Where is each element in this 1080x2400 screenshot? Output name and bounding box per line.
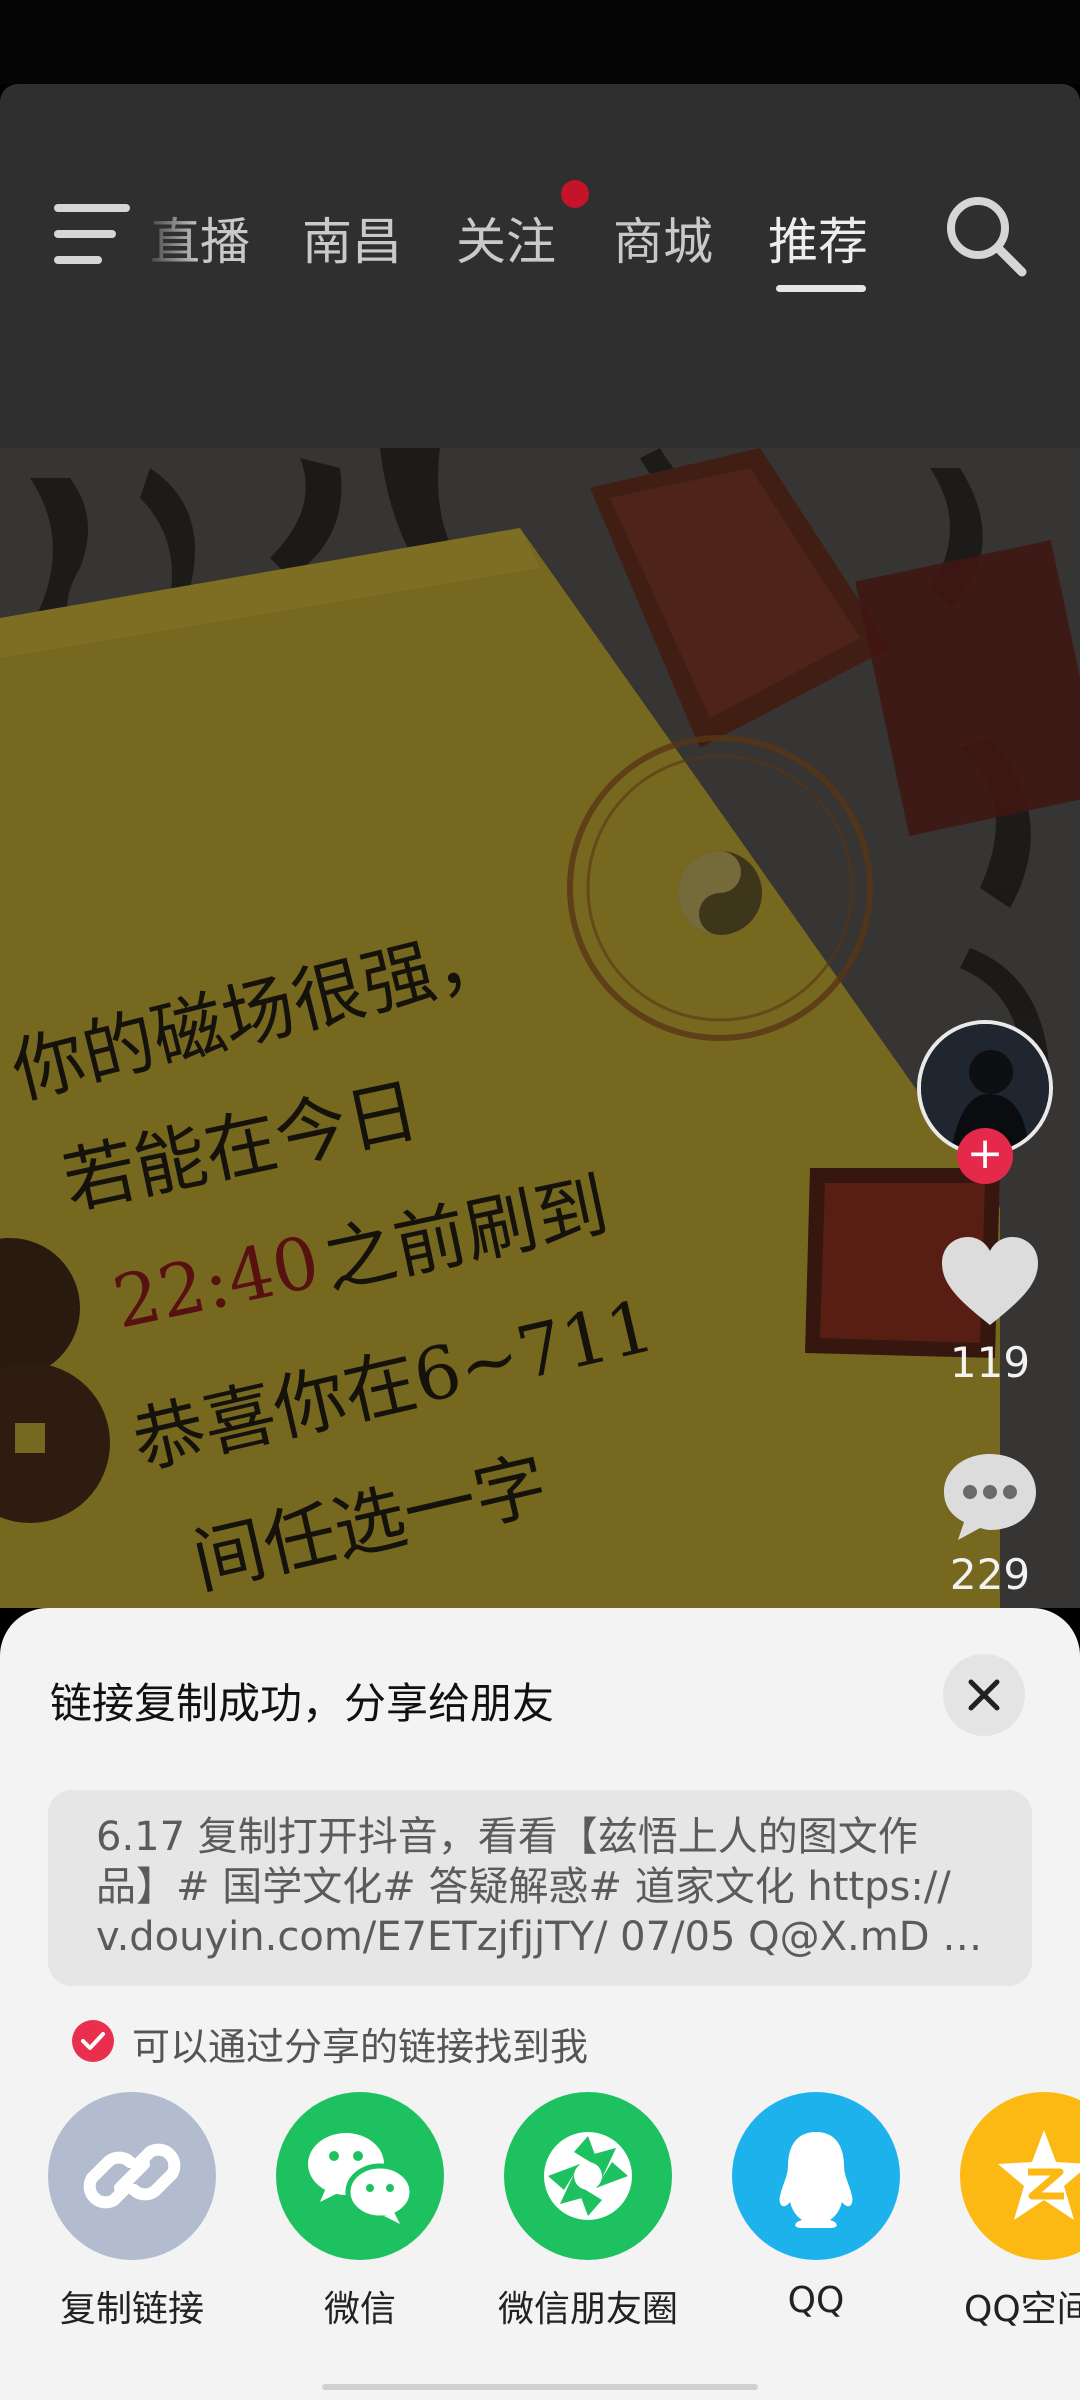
comment-bubble-icon[interactable] bbox=[940, 1450, 1040, 1542]
copy-link-button[interactable] bbox=[48, 2092, 216, 2260]
red-stamp-right bbox=[855, 540, 1080, 836]
share-label-wechat: 微信 bbox=[323, 2289, 396, 2330]
comment-count: 229 bbox=[949, 1550, 1031, 1599]
coins bbox=[0, 1238, 110, 1523]
qq-button[interactable] bbox=[732, 2092, 900, 2260]
share-link-line-1: 6.17 复制打开抖音，看看【兹悟上人的图文作 bbox=[96, 1814, 918, 1860]
round-stamp bbox=[567, 735, 873, 1041]
share-label-moments: 微信朋友圈 bbox=[497, 2289, 678, 2330]
moments-button[interactable] bbox=[504, 2092, 672, 2260]
check-icon bbox=[81, 2032, 105, 2050]
share-sheet-title: 链接复制成功，分享给朋友 bbox=[50, 1679, 555, 1728]
hamburger-menu-icon[interactable] bbox=[54, 204, 130, 264]
findable-label[interactable]: 可以通过分享的链接找到我 bbox=[132, 2025, 589, 2069]
post-image[interactable]: 你的磁场很强， 若能在今日 22:40 之前刷到 恭喜你在6~711 间任选一字 bbox=[0, 448, 1080, 1608]
status-bar bbox=[0, 0, 1080, 84]
author-avatar[interactable] bbox=[917, 1020, 1053, 1156]
active-tab-indicator bbox=[776, 285, 866, 292]
top-navigation: 直播 南昌 关注 商城 推荐 bbox=[0, 84, 1080, 448]
qzone-star-icon bbox=[998, 2130, 1080, 2220]
share-link-text-box[interactable]: 6.17 复制打开抖音，看看【兹悟上人的图文作 品】# 国学文化# 答疑解惑# … bbox=[48, 1790, 1032, 1986]
tab-following[interactable]: 关注 bbox=[456, 213, 556, 271]
follow-plus-button[interactable]: + bbox=[957, 1128, 1013, 1184]
close-button[interactable] bbox=[943, 1654, 1025, 1736]
share-link-line-2: 品】# 国学文化# 答疑解惑# 道家文化 https:// bbox=[96, 1864, 951, 1910]
close-icon bbox=[968, 1679, 1000, 1711]
share-target-copy-link[interactable]: 复制链接 bbox=[32, 2092, 232, 2332]
tab-fade-overlay bbox=[140, 194, 200, 274]
share-label-qzone: QQ空间 bbox=[964, 2289, 1080, 2330]
share-sheet: 链接复制成功，分享给朋友 6.17 复制打开抖音，看看【兹悟上人的图文作 品】#… bbox=[0, 1608, 1080, 2400]
share-label-copy-link: 复制链接 bbox=[59, 2289, 204, 2330]
home-indicator[interactable] bbox=[322, 2384, 758, 2390]
qq-penguin-icon bbox=[779, 2132, 853, 2228]
moments-icon bbox=[544, 2132, 632, 2220]
share-target-moments[interactable]: 微信朋友圈 bbox=[488, 2092, 688, 2332]
share-label-qq: QQ bbox=[787, 2280, 845, 2321]
post-photo: 你的磁场很强， 若能在今日 22:40 之前刷到 恭喜你在6~711 间任选一字 bbox=[0, 448, 1080, 1608]
findable-checkbox[interactable] bbox=[72, 2020, 114, 2062]
link-icon bbox=[83, 2143, 181, 2209]
like-heart-icon[interactable] bbox=[940, 1235, 1040, 1329]
wechat-button[interactable] bbox=[276, 2092, 444, 2260]
share-target-qzone[interactable]: QQ空间 bbox=[944, 2092, 1080, 2332]
like-count: 119 bbox=[949, 1338, 1031, 1387]
wooden-seal bbox=[590, 448, 890, 748]
notification-dot bbox=[561, 180, 589, 208]
small-seal bbox=[805, 1168, 1000, 1358]
share-target-qq[interactable]: QQ bbox=[716, 2092, 916, 2321]
tab-recommend[interactable]: 推荐 bbox=[768, 213, 868, 271]
share-target-wechat[interactable]: 微信 bbox=[260, 2092, 460, 2332]
search-icon[interactable] bbox=[944, 194, 1028, 278]
tab-nanchang[interactable]: 南昌 bbox=[302, 213, 402, 271]
tab-mall[interactable]: 商城 bbox=[613, 213, 713, 271]
qzone-button[interactable] bbox=[960, 2092, 1080, 2260]
wechat-icon bbox=[308, 2133, 415, 2224]
share-link-line-3: v.douyin.com/E7ETzjfjjTY/ 07/05 Q@X.mD … bbox=[96, 1914, 983, 1960]
